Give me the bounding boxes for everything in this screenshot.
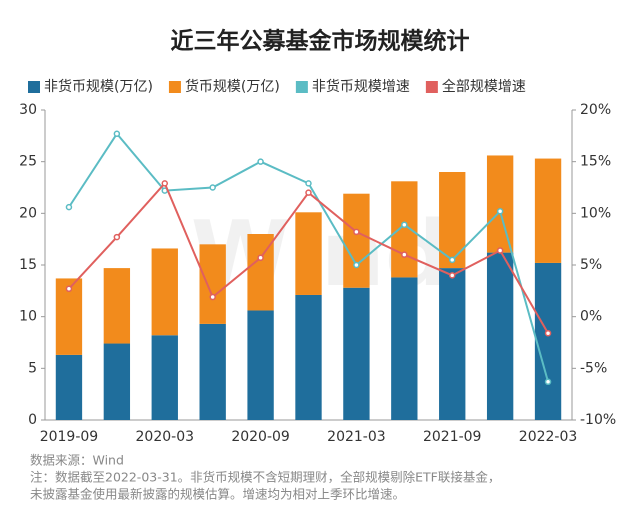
line-point xyxy=(257,254,264,262)
bar xyxy=(151,248,178,336)
line-point xyxy=(496,247,504,254)
y2-tick-label: -5% xyxy=(580,360,607,376)
line-point xyxy=(257,158,264,165)
y2-tick-label: 5% xyxy=(580,257,602,273)
note: 注：数据截至2022-03-31。非货币规模不含短期理财，全部规模剔除ETF联接… xyxy=(30,470,500,485)
line-point xyxy=(65,203,73,211)
y2-tick-label: 0% xyxy=(580,309,602,325)
x-tick-label: 2022-03 xyxy=(519,429,578,445)
y-tick-label: 30 xyxy=(19,102,37,118)
y2-tick-label: 10% xyxy=(580,205,611,221)
bar xyxy=(391,277,418,420)
x-tick-label: 2021-09 xyxy=(423,429,482,445)
line-point xyxy=(305,189,312,196)
y-tick-label: 0 xyxy=(28,412,37,428)
chart-title: 近三年公募基金市场规模统计 xyxy=(171,28,470,55)
bar xyxy=(103,268,131,344)
bar xyxy=(439,268,466,420)
x-tick-label: 2021-03 xyxy=(327,429,386,445)
bar xyxy=(534,158,562,263)
y2-tick-label: 15% xyxy=(580,154,611,170)
x-tick-label: 2020-09 xyxy=(231,429,290,445)
bar xyxy=(534,262,562,420)
legend-label: 非货币规模(万亿) xyxy=(44,78,153,95)
bar xyxy=(103,343,131,420)
bar xyxy=(486,252,514,420)
line-point xyxy=(448,272,456,279)
bar xyxy=(151,335,178,420)
x-tick-label: 2019-09 xyxy=(40,429,99,445)
y-tick-label: 20 xyxy=(19,205,37,221)
line-point xyxy=(401,251,408,258)
line-point xyxy=(113,130,121,138)
note: 未披露基金使用最新披露的规模估算。增速均为相对上季环比增速。 xyxy=(30,487,405,502)
line-point xyxy=(544,329,552,337)
y2-tick-label: 20% xyxy=(580,102,611,118)
x-tick-label: 2020-03 xyxy=(136,429,195,445)
line-point xyxy=(353,261,360,269)
line-point xyxy=(496,208,504,215)
legend-swatch xyxy=(168,81,181,93)
bar xyxy=(343,287,370,420)
legend-label: 非货币规模增速 xyxy=(312,78,410,95)
legend-label: 货币规模(万亿) xyxy=(185,78,280,95)
y-tick-label: 15 xyxy=(19,257,37,273)
legend-swatch xyxy=(425,81,438,93)
legend-swatch xyxy=(295,81,308,93)
line-point xyxy=(65,285,73,293)
y-tick-label: 25 xyxy=(19,154,37,170)
line-point xyxy=(209,293,216,301)
line-point xyxy=(353,228,360,236)
note: 数据来源：Wind xyxy=(30,453,124,468)
line-point xyxy=(544,378,552,386)
y-tick-label: 5 xyxy=(28,360,37,376)
line-point xyxy=(209,184,216,191)
bar xyxy=(343,193,370,288)
bar xyxy=(55,354,83,420)
bar xyxy=(391,181,418,278)
bar xyxy=(247,310,274,420)
legend-swatch xyxy=(28,81,40,93)
bar xyxy=(199,244,226,324)
y2-tick-label: -10% xyxy=(580,412,616,428)
bar xyxy=(295,294,322,420)
line-point xyxy=(113,233,121,241)
legend-label: 全部规模增速 xyxy=(442,78,526,95)
y-tick-label: 10 xyxy=(19,309,37,325)
bar xyxy=(199,323,226,420)
line-point xyxy=(161,180,169,187)
line-point xyxy=(305,180,312,187)
line-point xyxy=(448,256,456,264)
bar xyxy=(295,212,322,295)
line-point xyxy=(401,221,408,228)
bar xyxy=(486,155,514,253)
